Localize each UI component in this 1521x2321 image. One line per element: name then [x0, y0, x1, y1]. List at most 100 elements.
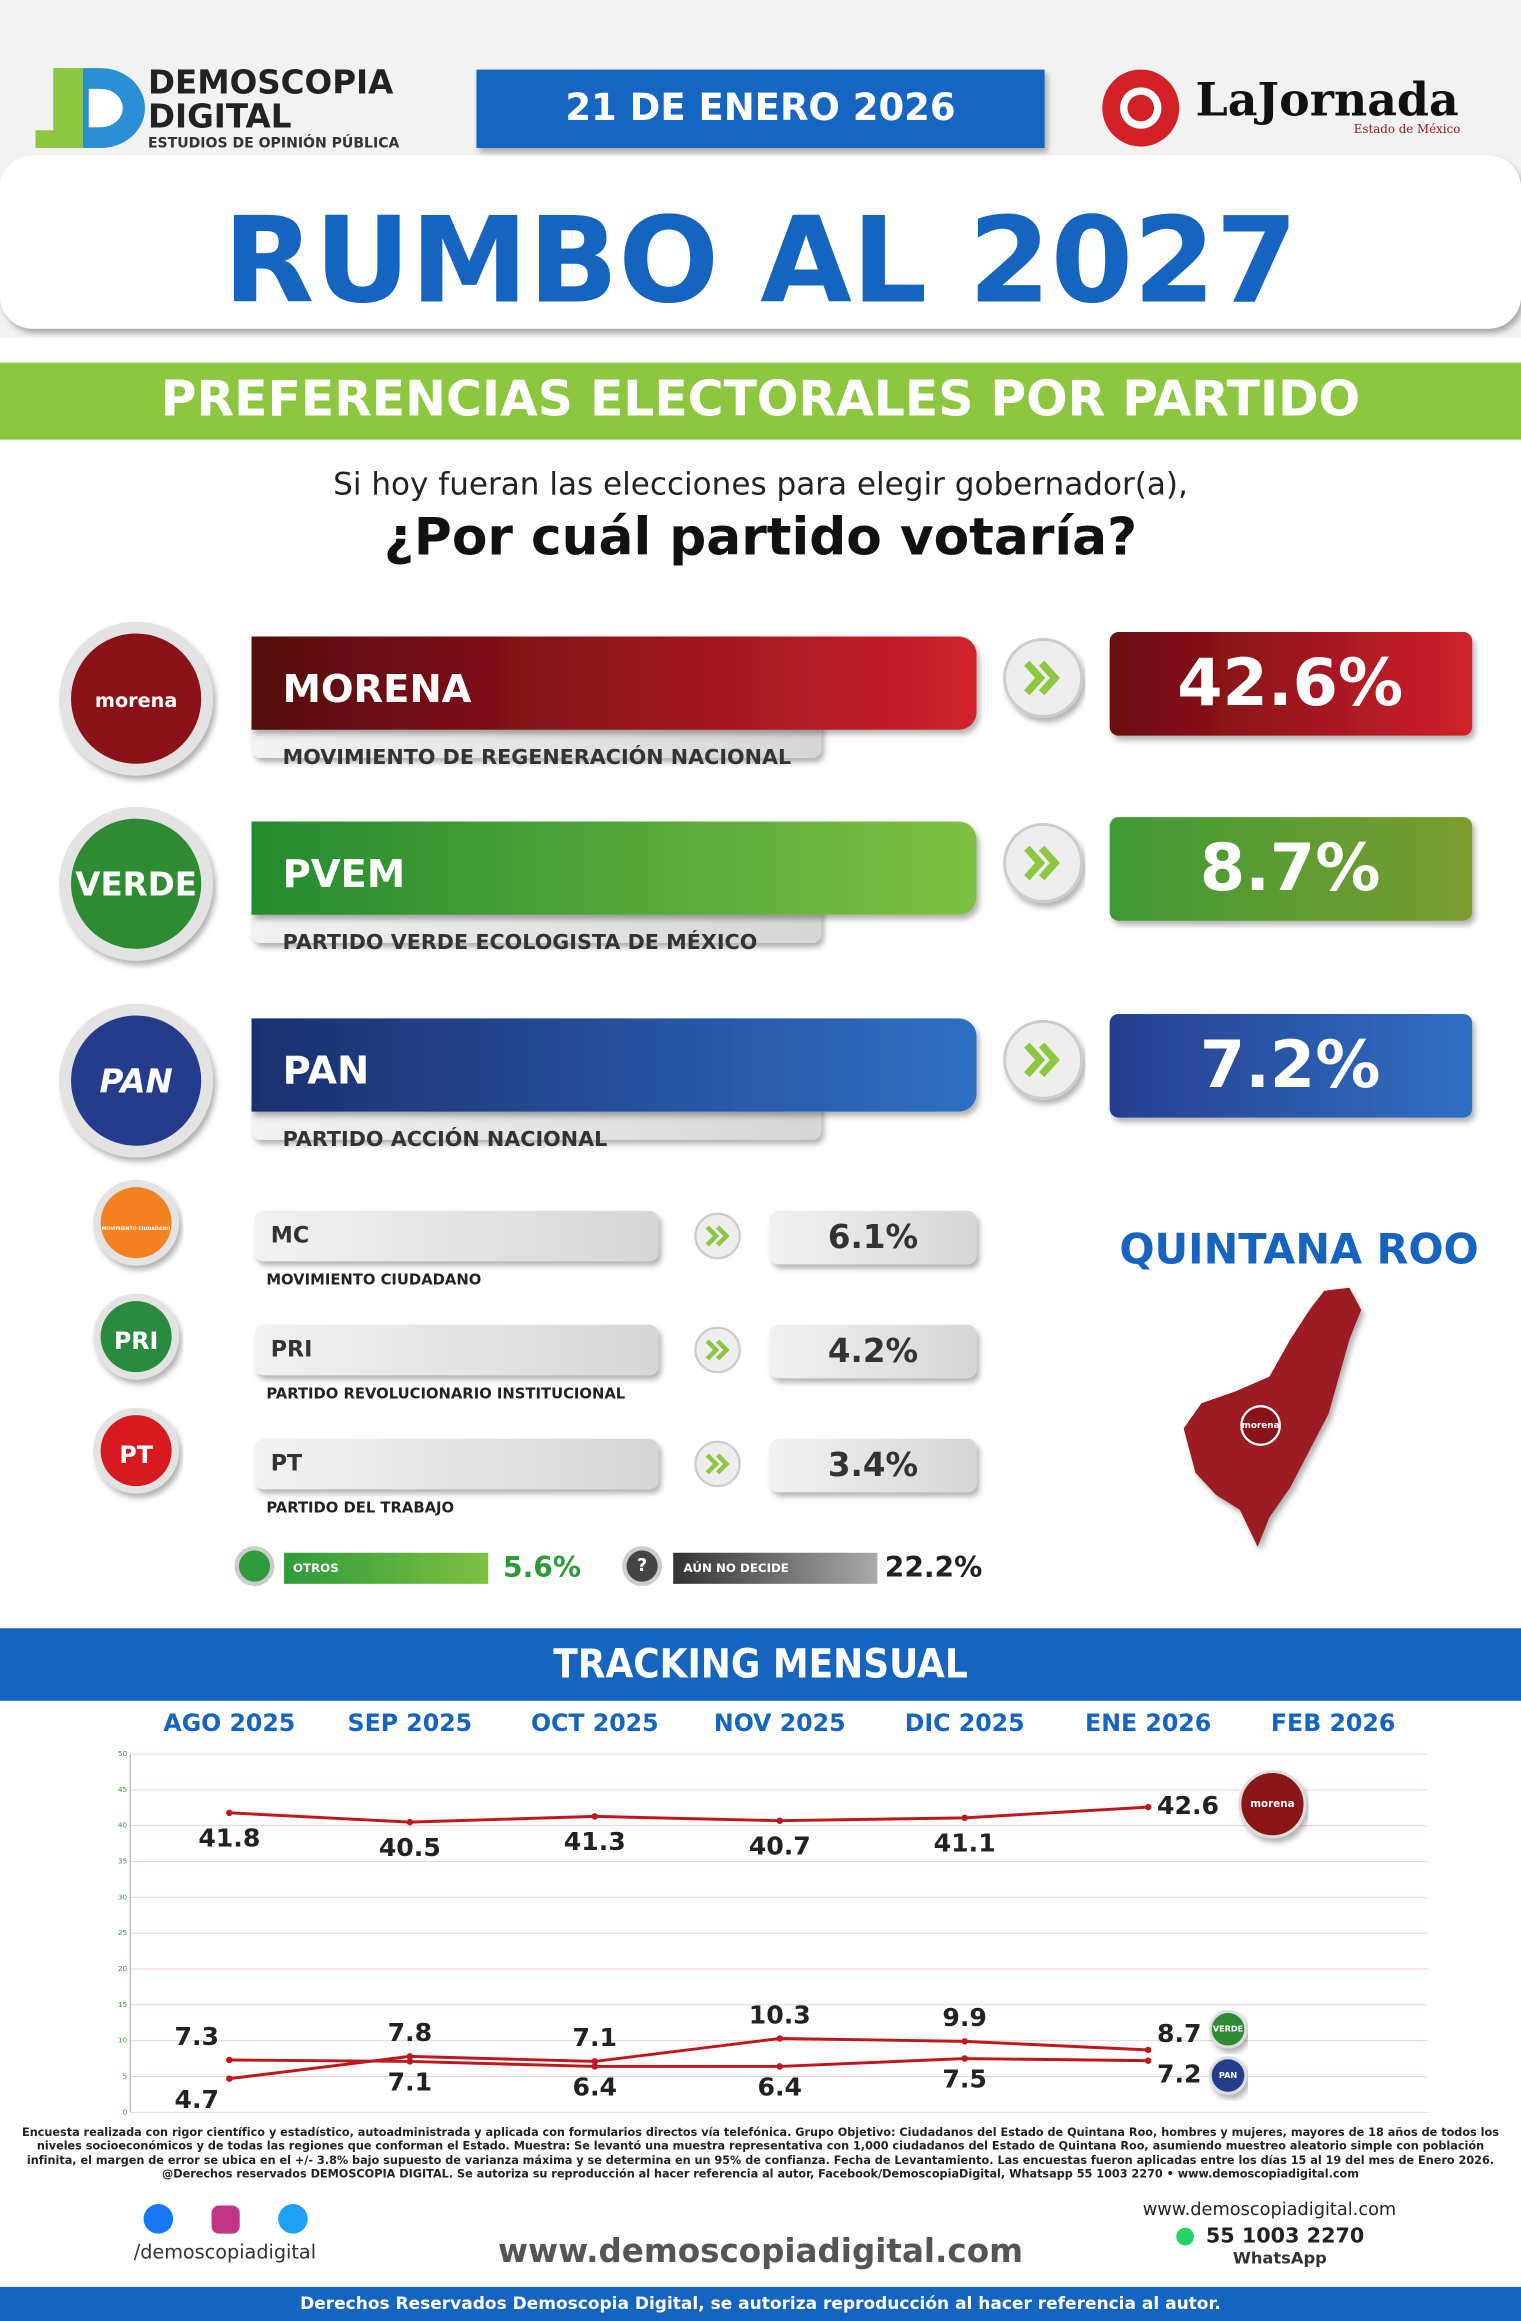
arrow-chevrons	[1024, 1042, 1060, 1078]
party-logo-text: morena	[95, 689, 177, 712]
point	[776, 2035, 783, 2042]
party-full-name: MOVIMIENTO CIUDADANO	[266, 1271, 481, 1288]
website-small: www.demoscopiadigital.com	[1143, 2200, 1397, 2220]
point	[226, 2075, 233, 2082]
party-name: MORENA	[283, 667, 472, 712]
question: Si hoy fueran las elecciones para elegir…	[333, 467, 1188, 503]
others-result: 5.6%	[503, 1551, 581, 1584]
data-label: 7.3	[175, 2022, 220, 2051]
data-label: 40.7	[749, 1831, 811, 1860]
x-tick-label: NOV 2025	[714, 1709, 846, 1737]
party-logo-inner	[71, 1015, 202, 1146]
data-label: 10.3	[749, 2000, 811, 2029]
tracking-chart: AGO 2025 SEP 2025 OCT 2025 NOV 2025 DIC 2025…	[118, 1709, 1428, 2116]
point	[1144, 2057, 1152, 2064]
partner-logo	[1102, 69, 1180, 147]
party-result: 7.2%	[1200, 1028, 1381, 1103]
y-tick-label: 30	[118, 1892, 128, 1901]
y-tick-label: 15	[118, 2000, 128, 2009]
party-logo-text: MOVIMIENTO CIUDADANO	[102, 1226, 171, 1232]
party-logo-text: PAN	[99, 1063, 172, 1101]
undecided-label: AÚN NO DECIDE	[684, 1560, 789, 1575]
brand-name: DIGITAL	[148, 97, 292, 135]
party-full-name: PARTIDO VERDE ECOLOGISTA DE MÉXICO	[283, 929, 758, 954]
arrow-chevrons	[705, 1453, 730, 1475]
methodology: Encuesta realizada con rigor científico …	[22, 2125, 1499, 2181]
section-title: PREFERENCIAS ELECTORALES POR PARTIDO	[161, 371, 1360, 428]
party-name: PAN	[283, 1049, 370, 1094]
point	[1144, 1803, 1152, 1811]
data-label: 6.4	[757, 2073, 802, 2102]
parties: morena MORENA MOVIMIENTO DE REGENERACIÓN N…	[59, 621, 1473, 1516]
data-label: 7.5	[942, 2065, 987, 2094]
methodology-text: Encuesta realizada con rigor científico …	[22, 2125, 1499, 2181]
party-logo-inner	[71, 633, 202, 764]
tracking-band	[0, 1628, 1521, 1701]
legend-label: VERDE	[1213, 2024, 1243, 2034]
party-full-name: MOVIMIENTO DE REGENERACIÓN NACIONAL	[283, 744, 792, 769]
undecided-bar	[673, 1552, 878, 1584]
party-name: PRI	[271, 1336, 313, 1362]
question: ¿Por cuál partido votaría?	[384, 507, 1137, 567]
party-name: MC	[271, 1222, 309, 1248]
party-result-box	[1109, 632, 1473, 736]
party-result: 3.4%	[828, 1446, 918, 1484]
undecided-icon-mark: ?	[637, 1556, 647, 1576]
data-label: 41.3	[564, 1827, 626, 1856]
data-label: 7.8	[388, 2018, 433, 2047]
tracking-title: TRACKING MENSUAL	[553, 1642, 967, 1688]
y-tick-label: 40	[118, 1821, 128, 1830]
party-logo-inner	[100, 1187, 172, 1259]
social-handle: /demoscopiadigital	[134, 2240, 316, 2263]
party-name-bar	[254, 1324, 659, 1376]
partner-name: LaJornada	[1195, 73, 1458, 127]
point	[406, 2053, 414, 2060]
party-result-box	[769, 1210, 977, 1265]
partner-sub: Estado de México	[1354, 122, 1461, 136]
others-bar	[284, 1552, 489, 1584]
point	[226, 2056, 233, 2064]
state-logo	[1240, 1405, 1281, 1446]
arrow-chevrons	[705, 1225, 730, 1247]
brand-tagline: ESTUDIOS DE OPINIÓN PÚBLICA	[148, 134, 400, 152]
party-name: PT	[271, 1450, 303, 1476]
undecided-result: 22.2%	[885, 1551, 983, 1584]
series-line	[229, 2057, 1149, 2068]
data-label: 4.7	[175, 2085, 220, 2114]
undecided-icon	[622, 1546, 663, 1587]
y-tick-label: 45	[118, 1785, 128, 1794]
state-logo-text: morena	[1242, 1421, 1280, 1431]
footer-band	[0, 2286, 1521, 2321]
party-logo-inner	[71, 818, 202, 949]
point	[961, 2055, 968, 2062]
legend-label: PAN	[1219, 2070, 1237, 2080]
data-label: 7.1	[573, 2023, 618, 2052]
party-logo-inner	[100, 1415, 172, 1487]
arrow-chevrons	[705, 1339, 730, 1361]
party-logo-text: PRI	[114, 1327, 158, 1355]
point	[406, 1818, 414, 1826]
point	[961, 2038, 968, 2045]
party-result-box	[1109, 817, 1473, 921]
whatsapp: WhatsApp	[1233, 2248, 1327, 2267]
rights: Derechos Reservados Demoscopia Digital, …	[300, 2294, 1221, 2314]
y-tick-label: 0	[123, 2107, 128, 2116]
point	[591, 2058, 599, 2065]
series-logo	[1208, 2056, 1248, 2095]
data-label: 42.6	[1157, 1791, 1219, 1820]
date: 21 DE ENERO 2026	[565, 86, 955, 129]
party-name-bar	[251, 636, 977, 730]
point	[591, 1813, 599, 1820]
website: www.demoscopiadigital.com	[498, 2232, 1023, 2270]
party-result-box	[769, 1438, 977, 1493]
point	[776, 1817, 783, 1824]
y-tick-label: 5	[123, 2071, 128, 2080]
party-logo-text: PT	[119, 1441, 153, 1469]
data-label: 40.5	[379, 1833, 441, 1862]
brand-name: DEMOSCOPIA	[148, 63, 394, 101]
data-label: 41.8	[198, 1823, 260, 1852]
x-tick-label: FEB 2026	[1271, 1709, 1395, 1737]
x-tick-label: OCT 2025	[531, 1709, 659, 1737]
party-result: 42.6%	[1177, 646, 1403, 721]
